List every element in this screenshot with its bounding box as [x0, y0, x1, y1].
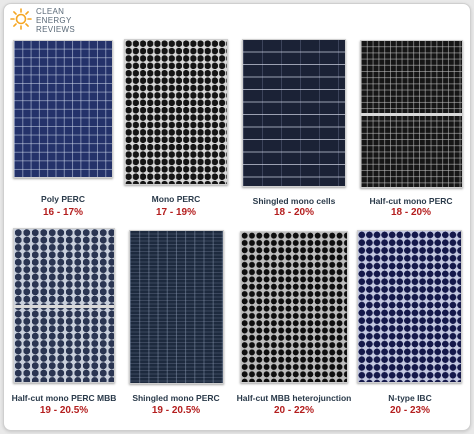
panel-efficiency: 19 - 20.5%	[39, 405, 89, 416]
panel-image-poly-perc	[13, 40, 113, 178]
panel-label: N-type IBC	[388, 393, 432, 403]
panel-label: Shingled mono cells	[252, 196, 336, 206]
panel-label: Half-cut mono PERC	[369, 196, 453, 206]
logo: CLEAN ENERGY REVIEWS	[10, 6, 90, 38]
panel-efficiency: 20 - 22%	[273, 405, 315, 416]
panel-image-half-cut-mono-perc-mbb	[13, 228, 115, 383]
panel-label: Shingled mono PERC	[132, 393, 220, 403]
panel-split-line	[361, 113, 462, 116]
logo-line-3: REVIEWS	[36, 25, 75, 34]
panel-image-shingled-mono-cells	[242, 39, 346, 187]
panel-efficiency: 20 - 23%	[389, 405, 431, 416]
panel-split-line	[14, 305, 114, 308]
panel-efficiency: 17 - 19%	[155, 207, 197, 218]
panel-image-mono-perc	[124, 39, 228, 185]
panel-efficiency: 16 - 17%	[42, 207, 84, 218]
panel-image-half-cut-mbb-heterojunction	[240, 231, 348, 383]
sun-icon	[10, 8, 32, 30]
panel-image-n-type-ibc	[357, 230, 462, 383]
logo-line-2: ENERGY	[36, 16, 72, 25]
panel-efficiency: 18 - 20%	[390, 207, 432, 218]
logo-line-1: CLEAN	[36, 7, 65, 16]
panel-image-half-cut-mono-perc	[360, 40, 463, 188]
panel-efficiency: 19 - 20.5%	[151, 405, 201, 416]
panel-label: Mono PERC	[151, 194, 201, 204]
logo-text: CLEAN ENERGY REVIEWS	[36, 7, 75, 34]
panel-image-shingled-mono-perc	[129, 230, 224, 384]
panel-label: Half-cut mono PERC MBB	[11, 393, 117, 403]
panel-efficiency: 18 - 20%	[273, 207, 315, 218]
panel-label: Half-cut MBB heterojunction	[236, 393, 352, 403]
panel-label: Poly PERC	[41, 194, 85, 204]
